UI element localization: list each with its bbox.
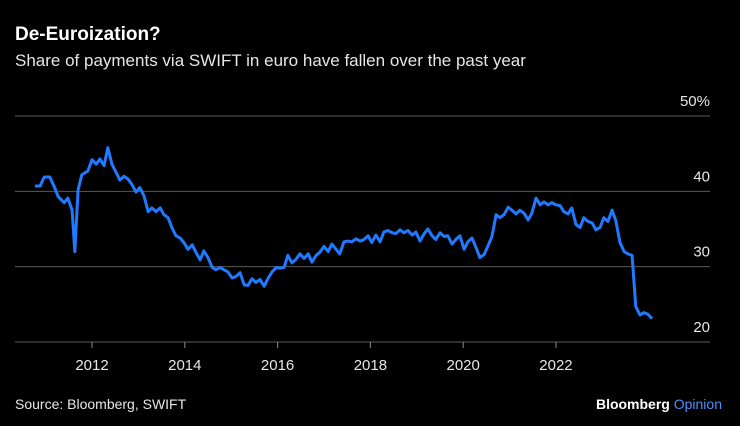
brand-name: Bloomberg (596, 396, 670, 412)
chart-title: De-Euroization? (15, 24, 161, 45)
data-line (34, 146, 654, 320)
brand-suffix: Opinion (674, 396, 722, 412)
y-tick-label: 20 (693, 319, 710, 336)
source: Source: Bloomberg, SWIFT (15, 396, 187, 412)
x-tick-label: 2016 (261, 357, 294, 374)
y-tick-label: 50% (680, 93, 710, 110)
x-tick-label: 2018 (354, 357, 387, 374)
x-tick-label: 2022 (539, 357, 572, 374)
brand: Bloomberg Opinion (596, 396, 722, 412)
y-tick-label: 30 (693, 244, 710, 261)
x-tick-label: 2014 (168, 357, 201, 374)
y-tick-label: 40 (693, 168, 710, 185)
x-tick-label: 2012 (75, 357, 108, 374)
chart-subtitle: Share of payments via SWIFT in euro have… (15, 51, 526, 70)
x-tick-label: 2020 (446, 357, 479, 374)
